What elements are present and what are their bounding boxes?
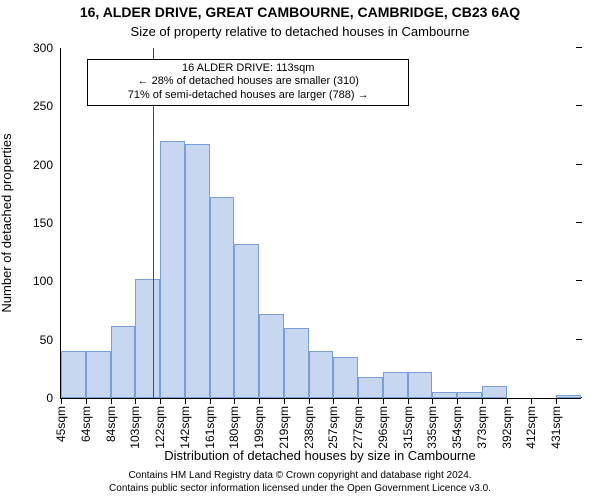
x-tick-label: 64sqm [79, 398, 93, 442]
y-tick-mark [576, 339, 582, 340]
x-tick-label: 412sqm [524, 398, 538, 449]
chart-footer: Contains HM Land Registry data © Crown c… [0, 470, 600, 495]
footer-line1: Contains HM Land Registry data © Crown c… [0, 470, 600, 483]
histogram-bar [61, 351, 86, 398]
y-tick-label: 150 [33, 216, 61, 230]
histogram-bar [185, 144, 210, 398]
x-tick-label: 335sqm [425, 398, 439, 449]
histogram-bar [234, 244, 259, 398]
x-tick-label: 392sqm [500, 398, 514, 449]
chart-subtitle: Size of property relative to detached ho… [0, 24, 600, 39]
annotation-line: ← 28% of detached houses are smaller (31… [94, 75, 402, 89]
footer-line2: Contains public sector information licen… [0, 483, 600, 496]
y-tick-mark [576, 47, 582, 48]
x-tick-label: 257sqm [326, 398, 340, 449]
histogram-bar [160, 141, 185, 398]
annotation-box: 16 ALDER DRIVE: 113sqm← 28% of detached … [87, 59, 409, 106]
histogram-bar [259, 314, 284, 398]
y-tick-mark [576, 280, 582, 281]
y-tick-label: 300 [33, 41, 61, 55]
x-tick-label: 238sqm [302, 398, 316, 449]
x-tick-label: 103sqm [128, 398, 142, 449]
histogram-bar [383, 372, 408, 398]
x-tick-label: 84sqm [104, 398, 118, 442]
x-tick-label: 45sqm [54, 398, 68, 442]
histogram-bar [482, 386, 507, 398]
y-axis-label: Number of detached properties [0, 133, 14, 312]
histogram-bar [408, 372, 433, 398]
histogram-bar [333, 357, 358, 398]
histogram-bar [309, 351, 334, 398]
x-tick-label: 277sqm [351, 398, 365, 449]
x-tick-label: 431sqm [549, 398, 563, 449]
x-tick-label: 315sqm [401, 398, 415, 449]
x-tick-label: 373sqm [475, 398, 489, 449]
annotation-line: 16 ALDER DRIVE: 113sqm [94, 62, 402, 76]
x-tick-label: 180sqm [227, 398, 241, 449]
x-tick-label: 354sqm [450, 398, 464, 449]
x-tick-label: 219sqm [277, 398, 291, 449]
histogram-bar [284, 328, 309, 398]
x-tick-label: 142sqm [178, 398, 192, 449]
x-axis-label: Distribution of detached houses by size … [60, 448, 580, 463]
y-tick-mark [576, 105, 582, 106]
y-tick-mark [576, 222, 582, 223]
x-tick-label: 122sqm [153, 398, 167, 449]
x-tick-label: 199sqm [252, 398, 266, 449]
histogram-bar [358, 377, 383, 398]
plot-area: 05010015020025030045sqm64sqm84sqm103sqm1… [60, 48, 581, 399]
y-tick-label: 50 [40, 333, 61, 347]
annotation-line: 71% of semi-detached houses are larger (… [94, 89, 402, 103]
x-tick-label: 161sqm [203, 398, 217, 449]
histogram-bar [86, 351, 111, 398]
histogram-bar [210, 197, 235, 398]
x-tick-label: 296sqm [376, 398, 390, 449]
y-tick-label: 250 [33, 99, 61, 113]
y-tick-label: 200 [33, 158, 61, 172]
chart-title: 16, ALDER DRIVE, GREAT CAMBOURNE, CAMBRI… [0, 4, 600, 20]
histogram-bar [111, 326, 136, 398]
chart-container: 16, ALDER DRIVE, GREAT CAMBOURNE, CAMBRI… [0, 0, 600, 500]
y-tick-label: 100 [33, 274, 61, 288]
histogram-bar [135, 279, 160, 398]
y-tick-mark [576, 164, 582, 165]
